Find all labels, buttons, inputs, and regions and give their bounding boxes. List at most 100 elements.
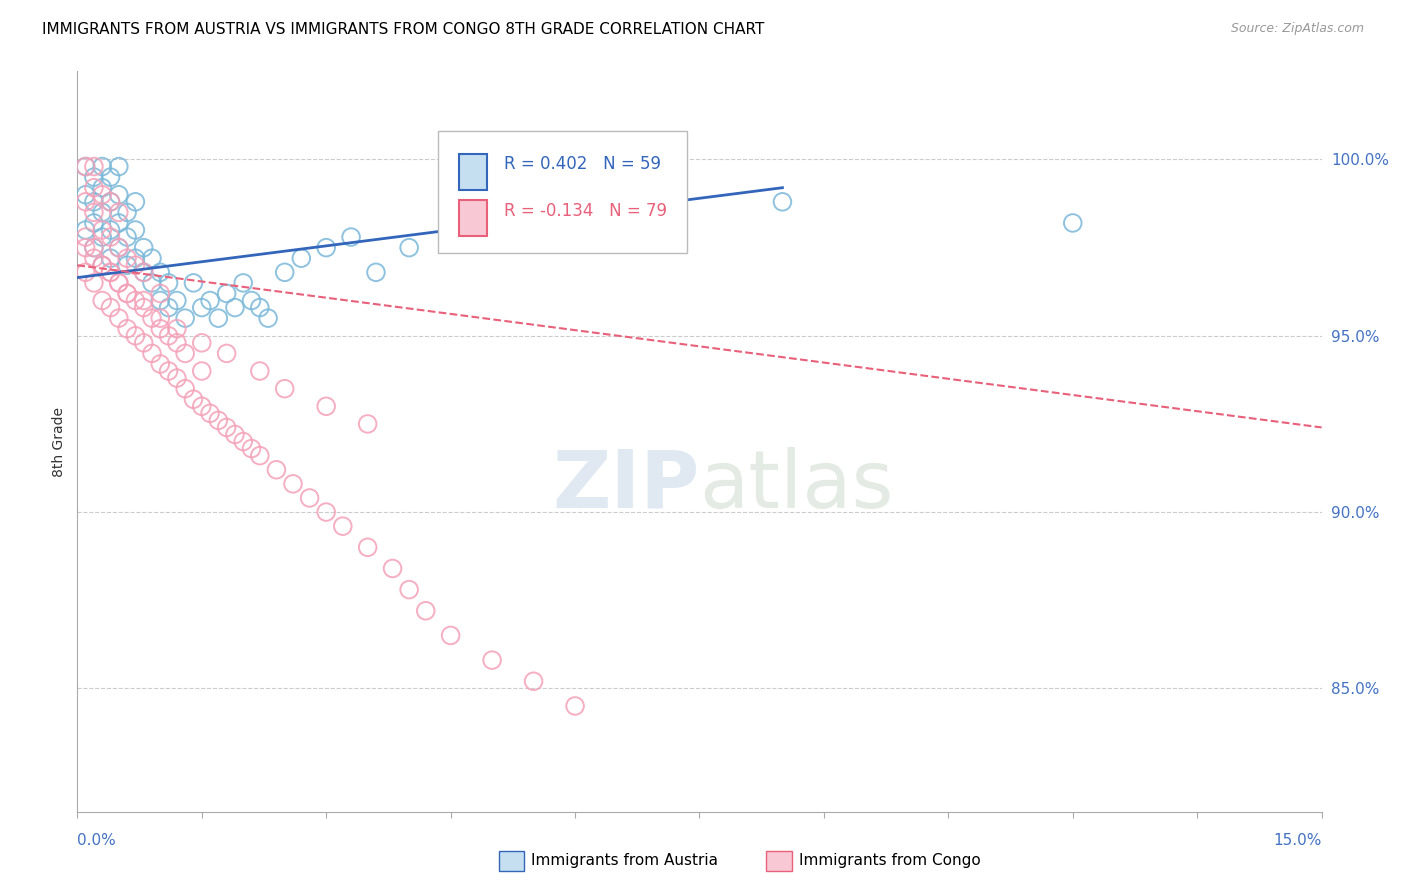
Point — [398, 241, 420, 255]
Point — [124, 223, 146, 237]
Point — [83, 194, 105, 209]
Point — [398, 582, 420, 597]
Text: R = -0.134   N = 79: R = -0.134 N = 79 — [505, 202, 666, 219]
Text: R = 0.402   N = 59: R = 0.402 N = 59 — [505, 155, 661, 173]
Point — [149, 322, 172, 336]
Point — [141, 276, 163, 290]
Point — [75, 194, 97, 209]
Point — [274, 265, 297, 279]
Point — [266, 463, 288, 477]
Point — [290, 251, 312, 265]
Point — [83, 160, 105, 174]
Point — [481, 653, 503, 667]
Point — [357, 417, 380, 431]
Point — [108, 205, 131, 219]
Point — [108, 311, 131, 326]
Point — [75, 160, 97, 174]
Point — [132, 265, 155, 279]
Point — [523, 216, 546, 230]
Text: IMMIGRANTS FROM AUSTRIA VS IMMIGRANTS FROM CONGO 8TH GRADE CORRELATION CHART: IMMIGRANTS FROM AUSTRIA VS IMMIGRANTS FR… — [42, 22, 765, 37]
Point — [91, 180, 114, 194]
Point — [224, 427, 246, 442]
Point — [157, 328, 180, 343]
Point — [115, 286, 138, 301]
Point — [274, 382, 297, 396]
Point — [108, 216, 131, 230]
Point — [108, 276, 131, 290]
Point — [75, 160, 97, 174]
Point — [166, 335, 188, 350]
Point — [332, 519, 354, 533]
Point — [83, 216, 105, 230]
Point — [115, 286, 138, 301]
Point — [240, 293, 263, 308]
Point — [157, 301, 180, 315]
Point — [381, 561, 404, 575]
Point — [166, 371, 188, 385]
Point — [100, 301, 122, 315]
Point — [315, 505, 337, 519]
Point — [108, 160, 131, 174]
Point — [100, 194, 122, 209]
Point — [149, 265, 172, 279]
Point — [115, 230, 138, 244]
Point — [224, 301, 246, 315]
Point — [91, 258, 114, 272]
Point — [108, 187, 131, 202]
Point — [440, 628, 463, 642]
Point — [166, 322, 188, 336]
Point — [100, 251, 122, 265]
Point — [100, 230, 122, 244]
FancyBboxPatch shape — [460, 200, 486, 235]
Point — [157, 276, 180, 290]
Point — [149, 357, 172, 371]
Point — [166, 293, 188, 308]
Point — [75, 230, 97, 244]
Point — [281, 476, 304, 491]
Point — [141, 311, 163, 326]
Point — [157, 364, 180, 378]
Y-axis label: 8th Grade: 8th Grade — [52, 407, 66, 476]
Point — [75, 241, 97, 255]
Point — [91, 230, 114, 244]
Point — [232, 434, 254, 449]
Point — [174, 346, 197, 360]
Point — [141, 251, 163, 265]
Point — [100, 194, 122, 209]
Point — [83, 180, 105, 194]
Point — [91, 258, 114, 272]
Point — [91, 160, 114, 174]
Point — [174, 382, 197, 396]
Point — [772, 194, 794, 209]
Text: 15.0%: 15.0% — [1274, 833, 1322, 848]
Point — [115, 205, 138, 219]
Point — [75, 223, 97, 237]
Point — [132, 301, 155, 315]
Text: Immigrants from Austria: Immigrants from Austria — [531, 854, 718, 868]
Point — [83, 170, 105, 185]
Point — [415, 604, 437, 618]
Point — [108, 241, 131, 255]
Text: atlas: atlas — [700, 447, 894, 525]
Point — [115, 251, 138, 265]
Point — [191, 364, 214, 378]
FancyBboxPatch shape — [460, 154, 486, 190]
Point — [249, 364, 271, 378]
Point — [100, 223, 122, 237]
Point — [149, 286, 172, 301]
Point — [249, 301, 271, 315]
Point — [198, 406, 221, 420]
Point — [83, 241, 105, 255]
Point — [141, 346, 163, 360]
Point — [149, 311, 172, 326]
Point — [132, 265, 155, 279]
Point — [91, 258, 114, 272]
Point — [240, 442, 263, 456]
Point — [364, 265, 387, 279]
Point — [183, 392, 205, 407]
Point — [83, 241, 105, 255]
Point — [174, 311, 197, 326]
Text: 0.0%: 0.0% — [77, 833, 117, 848]
Point — [115, 322, 138, 336]
Point — [191, 301, 214, 315]
